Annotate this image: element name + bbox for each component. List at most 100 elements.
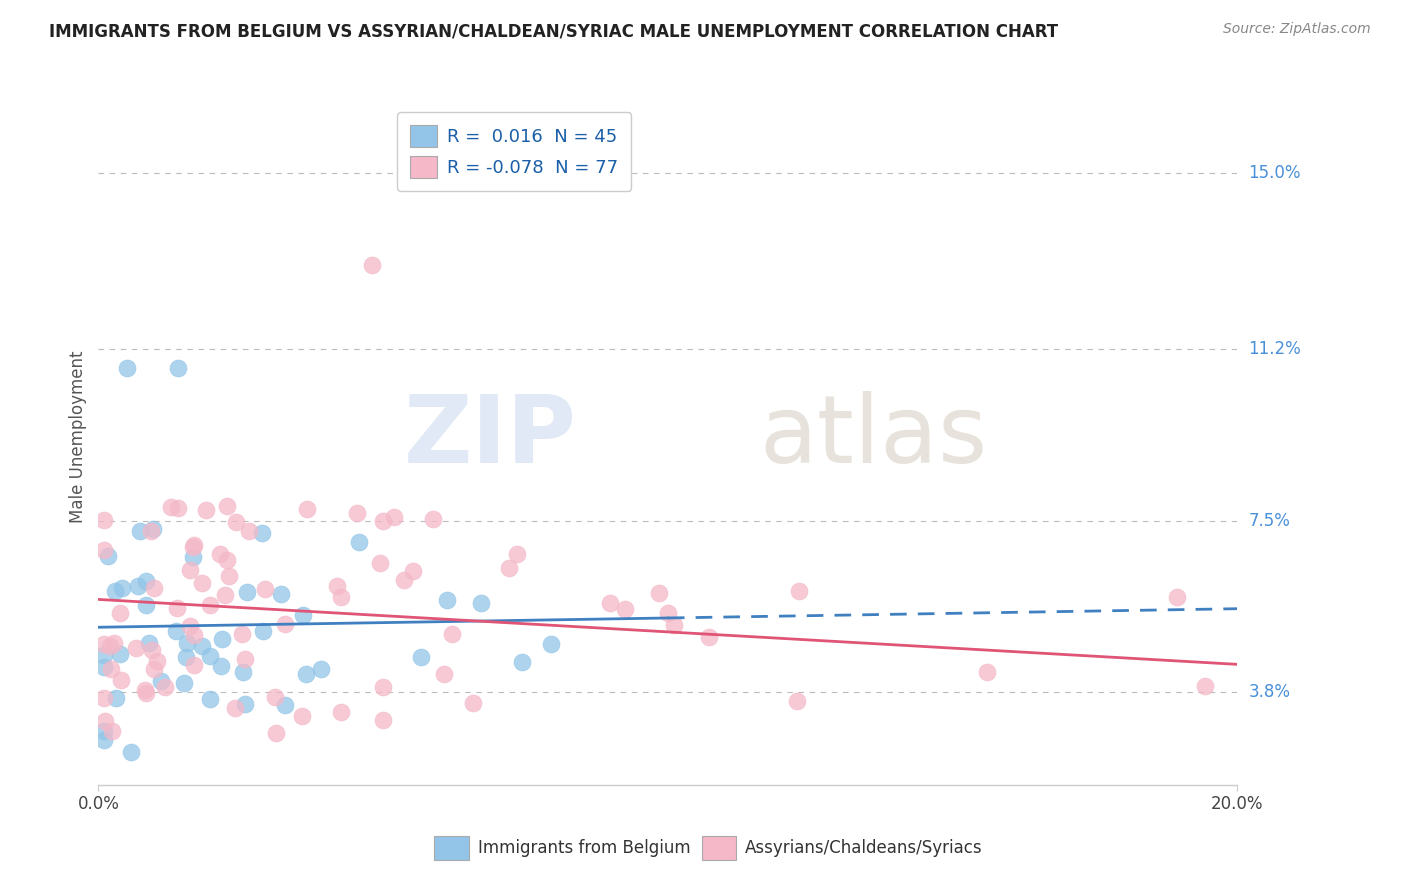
Point xyxy=(138,636,160,650)
Point xyxy=(93,691,115,706)
Point xyxy=(93,513,115,527)
Point xyxy=(167,360,190,375)
Legend: R =  0.016  N = 45, R = -0.078  N = 77: R = 0.016 N = 45, R = -0.078 N = 77 xyxy=(396,112,631,191)
Y-axis label: Male Unemployment: Male Unemployment xyxy=(69,351,87,524)
Point xyxy=(100,662,122,676)
Point xyxy=(1194,679,1216,693)
Point xyxy=(470,597,492,611)
Point xyxy=(108,606,131,620)
Point xyxy=(436,593,458,607)
Point xyxy=(392,573,415,587)
Point xyxy=(93,637,115,651)
Point xyxy=(198,649,221,664)
Point xyxy=(195,503,218,517)
Point xyxy=(225,515,247,529)
Point xyxy=(274,616,297,631)
Point xyxy=(976,665,998,680)
Point xyxy=(191,576,214,591)
Point xyxy=(141,524,163,538)
Text: ZIP: ZIP xyxy=(404,391,576,483)
Point xyxy=(141,642,163,657)
Point xyxy=(295,502,318,516)
Point xyxy=(346,506,368,520)
Point xyxy=(368,557,391,571)
Point xyxy=(97,549,120,563)
Point xyxy=(238,524,260,538)
Point xyxy=(209,658,232,673)
Point xyxy=(217,553,239,567)
Point xyxy=(143,581,166,595)
Point xyxy=(181,550,204,565)
Point xyxy=(183,658,205,673)
Point xyxy=(292,608,315,623)
Point xyxy=(786,693,808,707)
Point xyxy=(266,725,288,739)
Point xyxy=(135,574,157,588)
Point xyxy=(183,538,205,552)
Text: 15.0%: 15.0% xyxy=(1249,164,1301,182)
Point xyxy=(433,667,456,681)
Point xyxy=(108,647,131,661)
Point xyxy=(510,655,533,669)
Point xyxy=(236,584,259,599)
FancyBboxPatch shape xyxy=(434,836,468,860)
Point xyxy=(125,641,148,656)
Point xyxy=(409,649,432,664)
Point xyxy=(215,500,238,514)
Point xyxy=(105,690,128,705)
Text: IMMIGRANTS FROM BELGIUM VS ASSYRIAN/CHALDEAN/SYRIAC MALE UNEMPLOYMENT CORRELATIO: IMMIGRANTS FROM BELGIUM VS ASSYRIAN/CHAL… xyxy=(49,22,1059,40)
Point xyxy=(662,618,685,632)
Point xyxy=(142,522,165,536)
Point xyxy=(214,588,236,602)
Point xyxy=(110,673,132,688)
Point xyxy=(263,690,285,704)
Point xyxy=(93,714,115,728)
FancyBboxPatch shape xyxy=(702,836,737,860)
Point xyxy=(422,511,444,525)
Point xyxy=(329,590,352,604)
Point xyxy=(111,581,134,595)
Point xyxy=(402,564,425,578)
Point xyxy=(134,683,156,698)
Point xyxy=(253,582,276,597)
Text: Assyrians/Chaldeans/Syriacs: Assyrians/Chaldeans/Syriacs xyxy=(745,838,983,856)
Point xyxy=(614,602,637,616)
Point xyxy=(93,648,115,662)
Point xyxy=(373,714,395,728)
Point xyxy=(167,501,190,516)
Point xyxy=(135,686,157,700)
Point xyxy=(218,568,240,582)
Point xyxy=(235,652,257,666)
Text: 3.8%: 3.8% xyxy=(1249,683,1291,701)
Point xyxy=(165,624,187,639)
Point xyxy=(179,618,201,632)
Text: Source: ZipAtlas.com: Source: ZipAtlas.com xyxy=(1223,22,1371,37)
Point xyxy=(146,654,169,668)
Point xyxy=(1166,590,1188,604)
Point xyxy=(160,500,183,515)
Point xyxy=(373,514,395,528)
Point xyxy=(540,638,562,652)
Point xyxy=(440,627,463,641)
Point xyxy=(198,598,221,612)
Point xyxy=(373,681,395,695)
Point xyxy=(98,639,121,653)
Text: 7.5%: 7.5% xyxy=(1249,512,1291,530)
Point xyxy=(309,662,332,676)
Point xyxy=(648,586,671,600)
Point xyxy=(183,628,205,642)
Point xyxy=(128,524,150,538)
Point xyxy=(252,624,274,638)
Point xyxy=(93,659,115,673)
Point xyxy=(270,587,292,601)
Point xyxy=(252,526,274,541)
Point xyxy=(330,705,353,719)
Point xyxy=(104,584,127,599)
Point xyxy=(153,680,176,694)
Point xyxy=(211,632,233,647)
Point xyxy=(150,673,173,688)
Point xyxy=(657,607,679,621)
Point xyxy=(93,724,115,739)
Point xyxy=(103,636,125,650)
Point xyxy=(135,599,157,613)
